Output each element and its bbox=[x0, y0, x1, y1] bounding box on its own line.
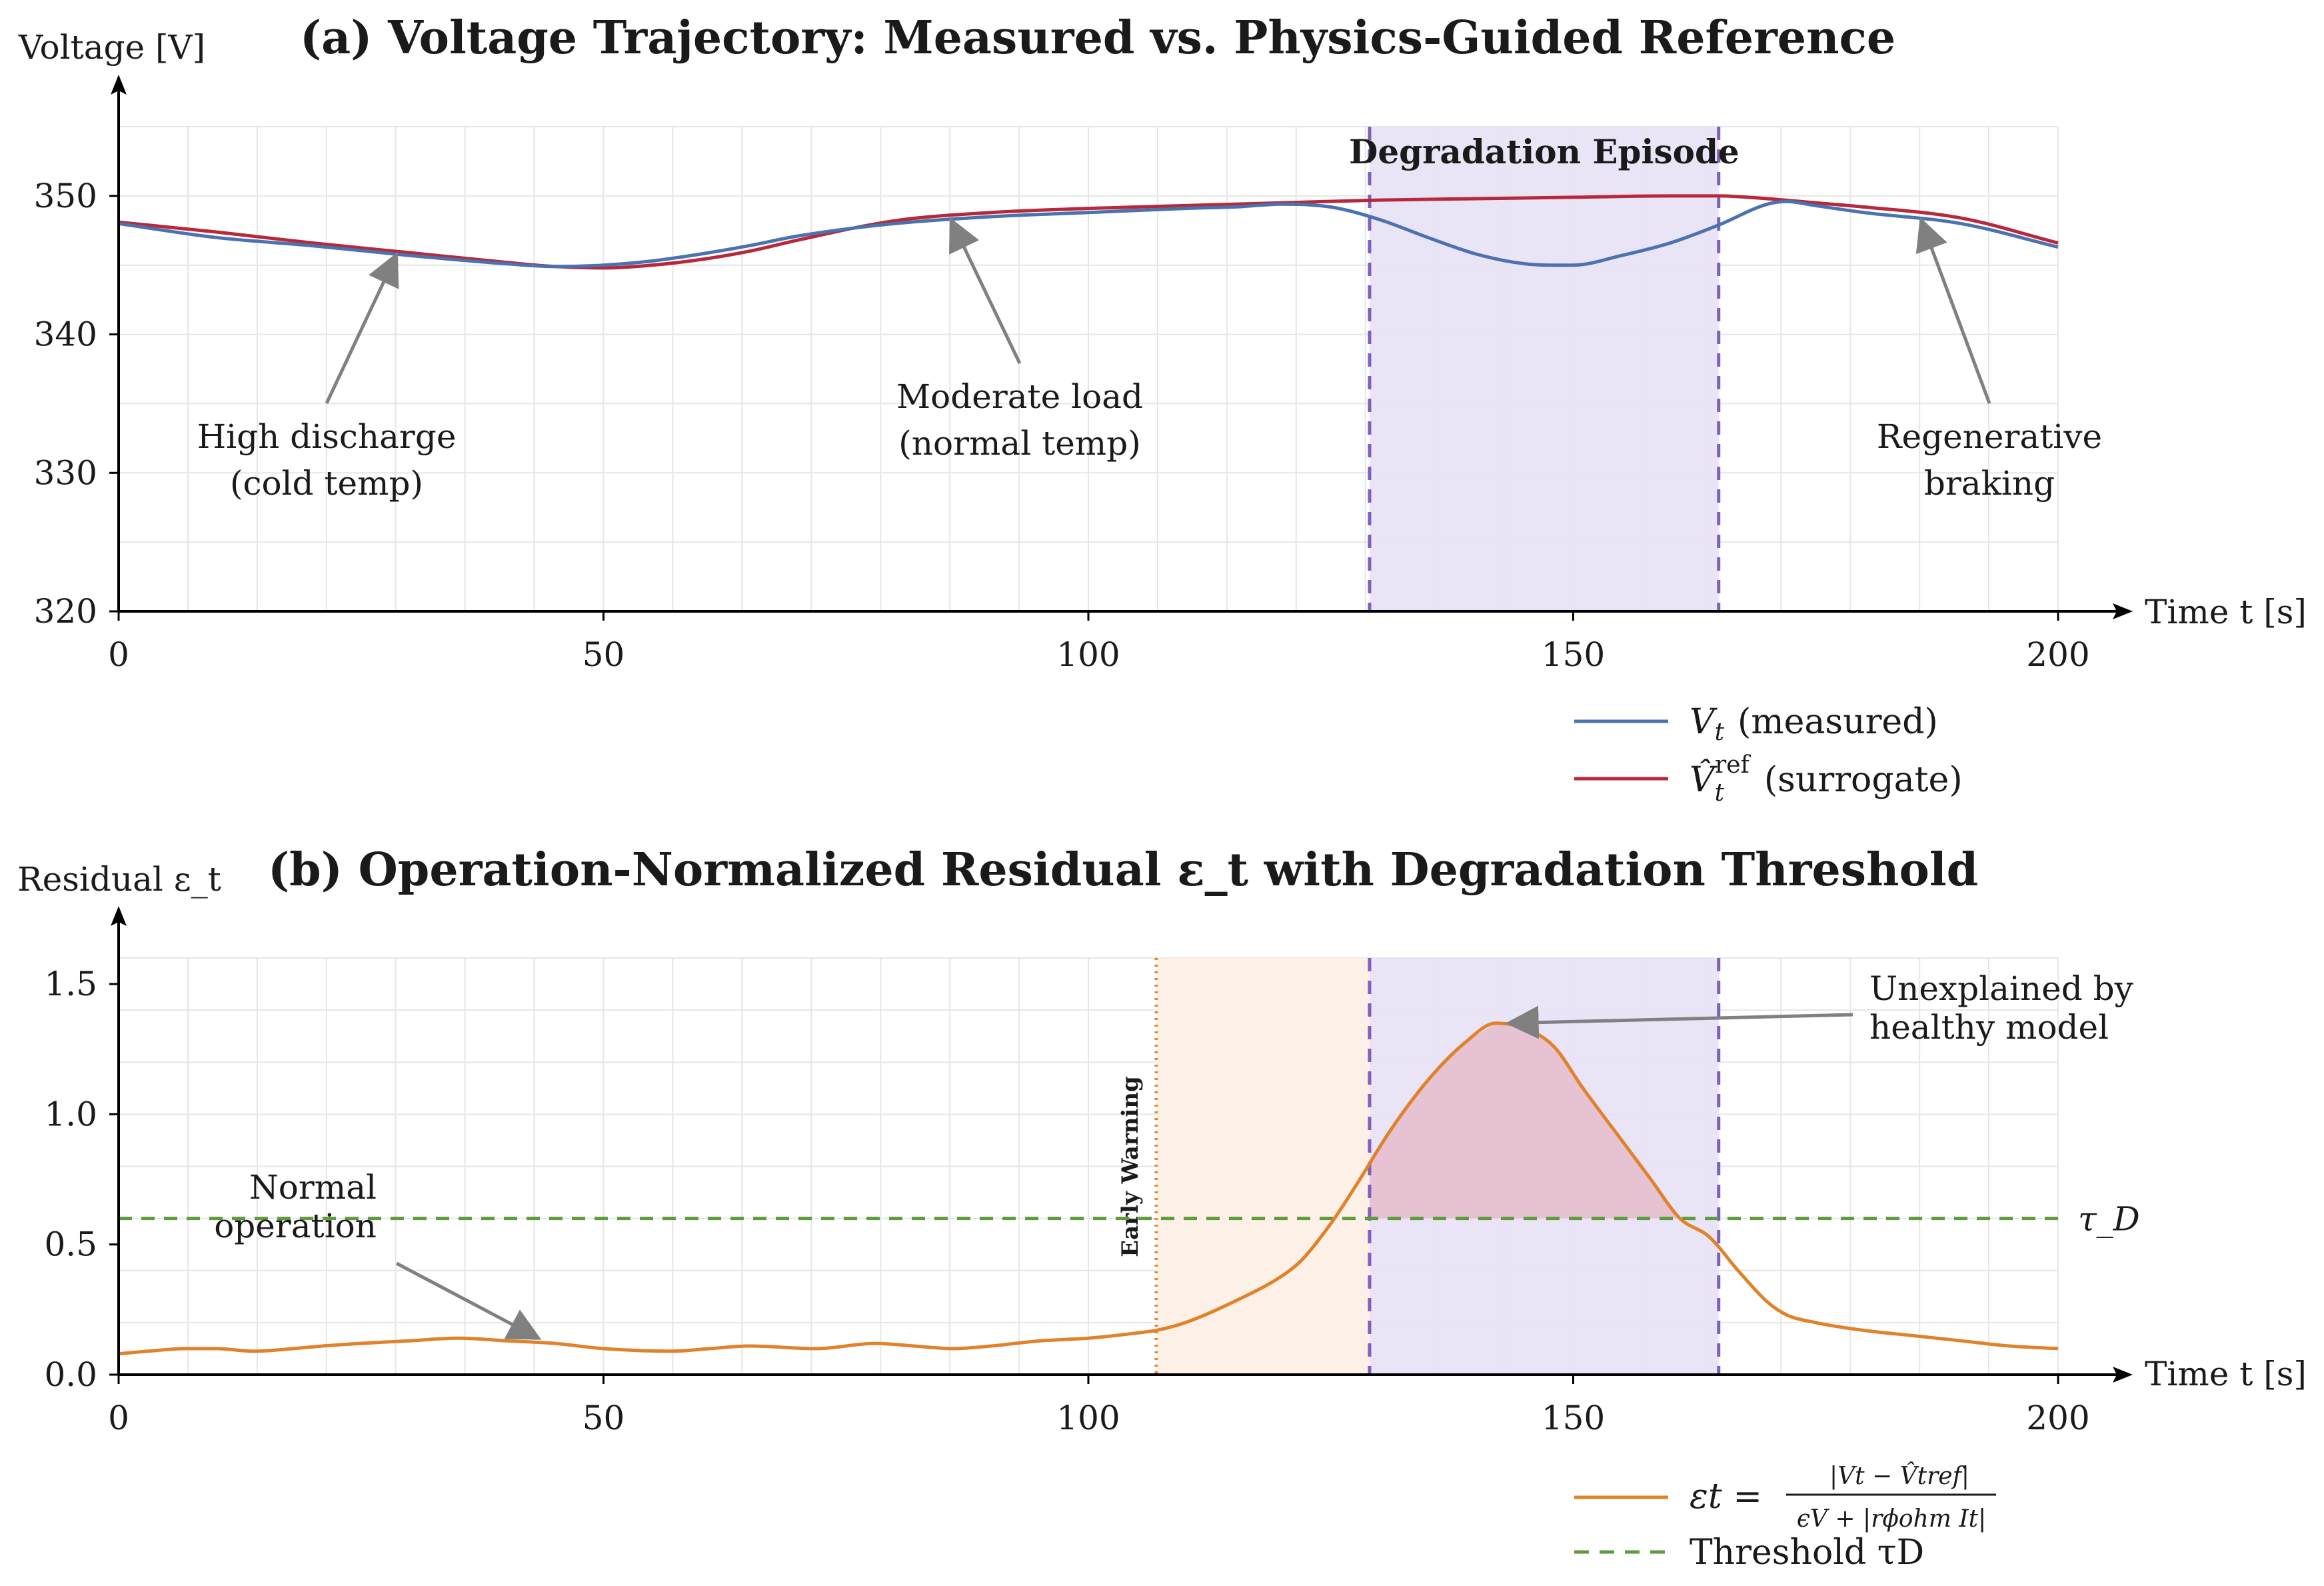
x-tick-label: 150 bbox=[1542, 1399, 1605, 1437]
x-tick-label: 100 bbox=[1056, 1399, 1120, 1437]
panel-b-x-axis-arrow-icon bbox=[2113, 1367, 2133, 1383]
panel-a-title: (a) Voltage Trajectory: Measured vs. Phy… bbox=[300, 11, 1895, 65]
panel-b-x-label: Time t [s] bbox=[2145, 1355, 2307, 1393]
surrogate-voltage-line bbox=[118, 194, 2059, 270]
legend-surrogate-label: V̂tref (surrogate) bbox=[1690, 751, 1963, 807]
x-tick-label: 50 bbox=[582, 635, 625, 674]
y-tick-label: 330 bbox=[34, 453, 97, 492]
panel-b-title: (b) Operation-Normalized Residual ε_t wi… bbox=[268, 843, 1978, 897]
y-tick-label: 320 bbox=[34, 592, 97, 631]
legend-measured-label: Vt (measured) bbox=[1690, 702, 1938, 746]
annotation-text: Unexplained by bbox=[1869, 969, 2134, 1008]
panel-a-x-label: Time t [s] bbox=[2145, 593, 2307, 631]
annotation-text: (normal temp) bbox=[898, 424, 1140, 463]
y-tick-label: 1.5 bbox=[44, 965, 97, 1003]
residual-line bbox=[118, 1021, 2059, 1356]
annotation-text: Normal bbox=[249, 1168, 377, 1207]
annotation-text: Regenerative bbox=[1877, 417, 2102, 456]
panel-b-grid bbox=[118, 957, 2059, 1375]
early-warning-label: Early Warning bbox=[1117, 1076, 1144, 1257]
y-tick-label: 0.0 bbox=[44, 1355, 97, 1394]
legend-residual-lhs: εt = bbox=[1690, 1477, 1762, 1517]
x-tick-label: 200 bbox=[2026, 635, 2089, 674]
y-tick-label: 1.0 bbox=[44, 1095, 97, 1133]
annotation-arrow bbox=[395, 1261, 542, 1340]
panel-b-residual: Early Warning τ_D 0 50 100 150 200 0.0 0.5 1.0… bbox=[17, 843, 2307, 1573]
y-tick-label: 340 bbox=[34, 315, 97, 354]
annotation-arrow bbox=[1915, 217, 1991, 404]
degradation-episode-label: Degradation Episode bbox=[1349, 132, 1740, 171]
annotation-arrow bbox=[325, 251, 399, 405]
early-warning-region bbox=[1156, 958, 1370, 1375]
annotation-text: High discharge bbox=[197, 417, 457, 456]
annotation-text: healthy model bbox=[1869, 1008, 2109, 1047]
x-tick-label: 200 bbox=[2026, 1399, 2089, 1437]
y-tick-label: 350 bbox=[34, 177, 97, 215]
annotation-text: operation bbox=[214, 1207, 377, 1245]
panel-a-y-label: Voltage [V] bbox=[18, 28, 205, 67]
x-tick-label: 0 bbox=[108, 1399, 129, 1437]
panel-b-legend: εt = |Vt − V̂tref| ϵV + |rϕohm It| Thres… bbox=[1574, 1461, 1996, 1573]
panel-b-y-axis-arrow-icon bbox=[111, 906, 127, 926]
panel-a-x-ticks: 0 50 100 150 200 bbox=[108, 611, 2090, 674]
x-tick-label: 0 bbox=[108, 635, 129, 674]
annotation-text: Moderate load bbox=[896, 377, 1143, 416]
panel-a-x-axis-arrow-icon bbox=[2113, 603, 2133, 619]
annotation-text: braking bbox=[1924, 464, 2055, 503]
measured-voltage-line bbox=[118, 199, 2059, 269]
threshold-exceedance-area bbox=[1369, 1023, 1719, 1219]
x-tick-label: 100 bbox=[1056, 635, 1120, 674]
panel-b-y-ticks: 0.0 0.5 1.0 1.5 bbox=[44, 965, 119, 1394]
legend-residual-numerator: |Vt − V̂tref| bbox=[1829, 1461, 1969, 1490]
panel-b-y-label: Residual ε_t bbox=[17, 860, 221, 899]
legend-threshold-label: Threshold τD bbox=[1690, 1533, 1924, 1573]
panel-a-voltage-trajectory: Degradation Episode 0 50 100 150 200 3203303… bbox=[18, 11, 2307, 807]
y-tick-label: 0.5 bbox=[44, 1225, 97, 1264]
panel-a-legend: Vt (measured) V̂tref (surrogate) bbox=[1574, 702, 1963, 807]
panel-a-annotations: High discharge (cold temp) Moderate load (n… bbox=[197, 217, 2102, 503]
threshold-label: τ_D bbox=[2078, 1200, 2140, 1239]
legend-residual-denominator: ϵV + |rϕohm It| bbox=[1797, 1505, 1986, 1533]
x-tick-label: 50 bbox=[582, 1399, 625, 1437]
degradation-episode-region bbox=[1369, 127, 1719, 611]
panel-a-y-ticks: 320 330 340 350 bbox=[34, 177, 119, 631]
x-tick-label: 150 bbox=[1542, 635, 1605, 674]
annotation-arrow bbox=[949, 217, 1022, 365]
panel-b-x-ticks: 0 50 100 150 200 bbox=[108, 1375, 2090, 1437]
annotation-text: (cold temp) bbox=[230, 464, 423, 503]
panel-a-y-axis-arrow-icon bbox=[111, 75, 127, 95]
annotation-arrow bbox=[1505, 1005, 1853, 1039]
